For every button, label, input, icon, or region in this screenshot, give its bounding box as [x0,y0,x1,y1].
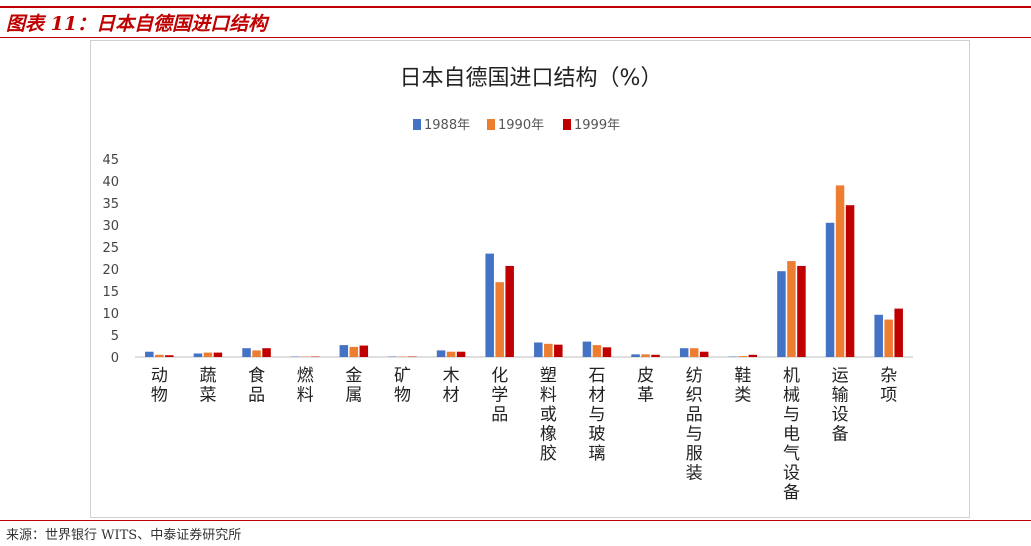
x-tick-label: 木材 [443,366,460,406]
bar [203,352,213,357]
bar [165,355,174,357]
y-tick-label: 30 [102,219,119,234]
bar [602,347,612,357]
bar [359,345,369,357]
x-tick-label: 金属 [345,366,362,406]
bar [874,314,883,357]
bar [155,354,164,357]
x-tick-label: 塑料或橡胶 [540,366,557,464]
title-rule [0,37,1031,38]
y-axis: 0 5 10 15 20 25 30 35 40 45 [102,153,119,366]
bar [748,354,758,357]
bar [262,348,271,357]
bar [894,308,903,357]
x-tick-label: 蔬菜 [199,366,216,406]
x-tick-label: 矿物 [394,366,411,406]
x-tick-label: 食品 [248,366,265,406]
x-tick-label: 石材与玻璃 [588,366,605,464]
bar [534,342,543,357]
y-tick-label: 45 [102,153,119,168]
x-tick-label: 机械与电气设备 [783,366,800,503]
bar-chart: 日本自德国进口结构（%） 1988年 1990年 1999年 0 5 10 15 20 25 3… [102,66,913,503]
legend-label: 1990年 [498,118,544,133]
x-tick-label: 燃料 [297,366,314,406]
bar [339,345,349,357]
x-tick-label: 动物 [151,366,168,406]
bars [145,185,903,357]
bar [544,343,553,357]
bar [582,341,592,357]
bar [777,271,786,357]
bar [797,265,806,357]
bar [495,282,504,357]
x-tick-label: 运输设备 [832,366,849,445]
figure-title: 图表 11：日本自德国进口结构 [6,9,267,36]
bar [787,261,796,357]
y-tick-label: 15 [102,285,119,300]
bar [456,351,466,357]
bar [825,222,835,357]
bar [436,350,446,357]
x-tick-label: 纺织品与服装 [686,366,703,484]
bar [641,354,650,357]
bar [213,352,223,357]
bar [193,353,203,357]
figure-label: 图表 11： [6,13,97,35]
x-tick-label: 杂项 [880,366,897,406]
bar [554,344,563,357]
bar [651,354,660,357]
y-tick-label: 20 [102,263,119,278]
bar [242,348,251,357]
y-tick-label: 5 [111,329,119,344]
bar [485,253,494,357]
y-tick-label: 40 [102,175,119,190]
x-tick-label: 皮革 [637,366,654,406]
y-tick-label: 35 [102,197,119,212]
source-note: 来源：世界银行 WITS、中泰证券研究所 [6,528,242,543]
legend-swatch [413,119,421,130]
x-tick-label: 化学品 [491,366,508,425]
legend: 1988年 1990年 1999年 [413,118,620,133]
bar [446,351,456,357]
chart-panel: 日本自德国进口结构（%） 1988年 1990年 1999年 0 5 10 15 20 25 3… [90,40,970,518]
bar [252,350,261,357]
bar [689,348,699,357]
bar [145,351,154,357]
bar [738,356,748,357]
source-rule [0,520,1031,521]
legend-label: 1988年 [424,118,470,133]
legend-swatch [487,119,495,130]
x-tick-label: 鞋类 [734,366,751,406]
top-rule [0,6,1031,8]
bar [699,351,709,357]
figure-caption: 日本自德国进口结构 [96,13,268,35]
bar [679,348,689,357]
bar [835,185,845,357]
legend-swatch [563,119,571,130]
chart-title: 日本自德国进口结构（%） [400,66,663,91]
bar [845,205,855,357]
bar [631,354,640,357]
bar [505,265,514,357]
y-tick-label: 0 [111,351,119,366]
bar [349,346,359,357]
y-tick-label: 10 [102,307,119,322]
bar [592,345,602,357]
legend-label: 1999年 [574,118,620,133]
bar [884,319,893,357]
y-tick-label: 25 [102,241,119,256]
